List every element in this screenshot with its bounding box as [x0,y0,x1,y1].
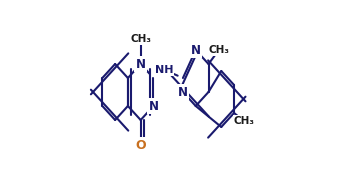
Text: CH₃: CH₃ [208,45,229,55]
Text: N: N [178,86,188,99]
Text: N: N [136,57,146,70]
Text: N: N [149,100,158,113]
Text: O: O [135,139,146,152]
Text: CH₃: CH₃ [130,34,151,44]
Text: NH: NH [155,65,173,75]
Text: CH₃: CH₃ [234,116,255,126]
Text: N: N [191,44,201,57]
